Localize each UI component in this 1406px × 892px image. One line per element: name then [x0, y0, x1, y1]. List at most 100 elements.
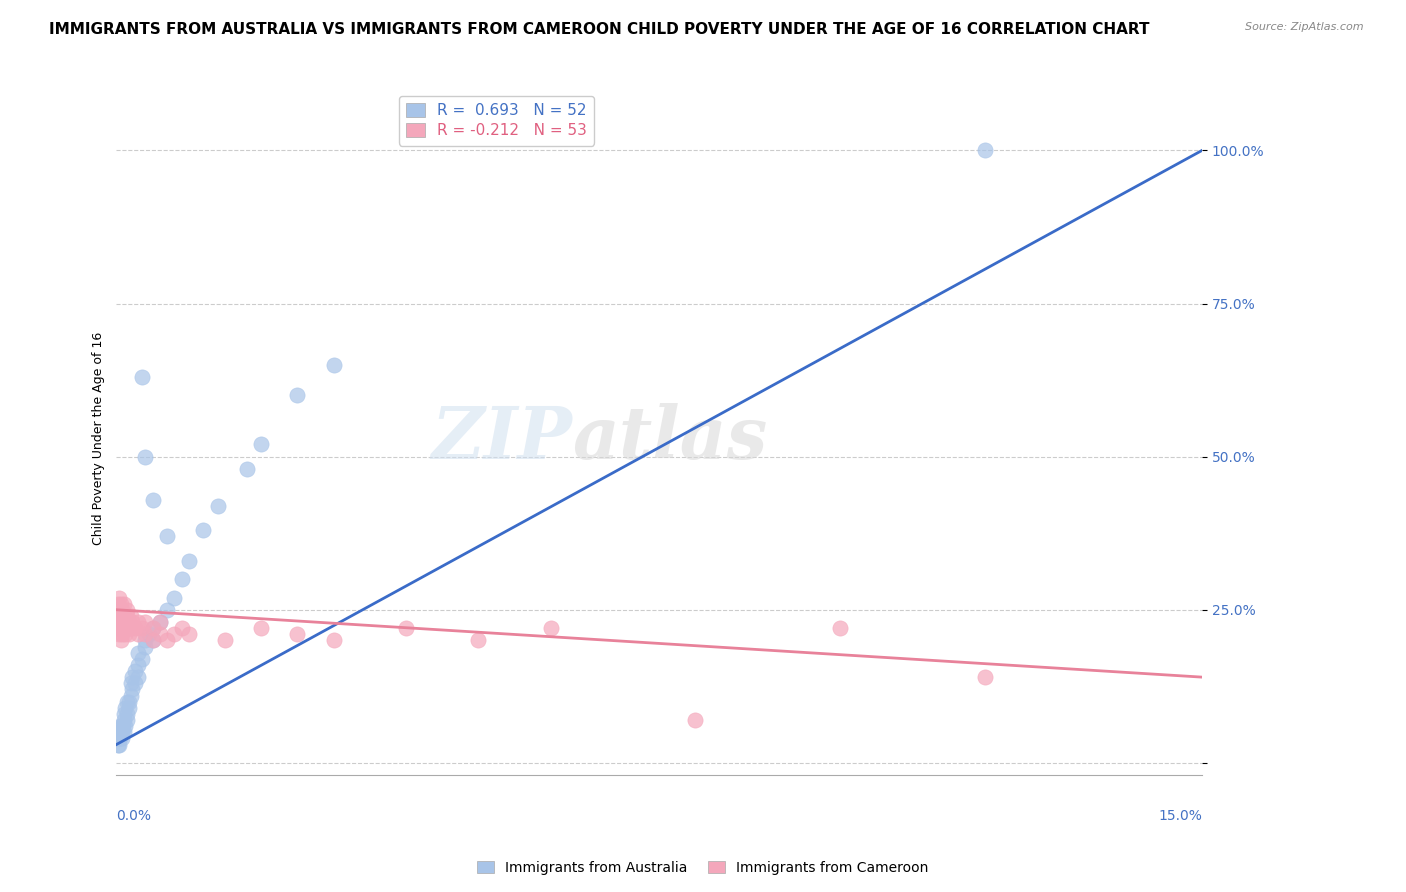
Point	[114, 627, 136, 641]
Point	[118, 615, 141, 629]
Point	[112, 621, 135, 635]
Point	[112, 713, 135, 727]
Point	[120, 621, 142, 635]
Point	[117, 706, 139, 721]
Point	[114, 615, 136, 629]
Point	[250, 437, 273, 451]
Text: IMMIGRANTS FROM AUSTRALIA VS IMMIGRANTS FROM CAMEROON CHILD POVERTY UNDER THE AG: IMMIGRANTS FROM AUSTRALIA VS IMMIGRANTS …	[49, 22, 1150, 37]
Point	[170, 621, 193, 635]
Point	[163, 627, 186, 641]
Point	[235, 462, 257, 476]
Point	[111, 615, 134, 629]
Point	[105, 608, 128, 623]
Text: ZIP: ZIP	[432, 403, 572, 474]
Point	[287, 388, 309, 402]
Point	[108, 621, 131, 635]
Legend: Immigrants from Australia, Immigrants from Cameroon: Immigrants from Australia, Immigrants fr…	[472, 855, 934, 880]
Point	[110, 608, 132, 623]
Point	[110, 725, 132, 739]
Point	[287, 627, 309, 641]
Point	[149, 615, 172, 629]
Point	[112, 706, 135, 721]
Point	[124, 621, 146, 635]
Point	[322, 358, 344, 372]
Point	[111, 719, 134, 733]
Legend: R =  0.693   N = 52, R = -0.212   N = 53: R = 0.693 N = 52, R = -0.212 N = 53	[398, 95, 595, 145]
Point	[127, 646, 149, 660]
Point	[110, 597, 132, 611]
Point	[138, 627, 160, 641]
Point	[395, 621, 418, 635]
Point	[156, 529, 179, 543]
Point	[120, 689, 142, 703]
Point	[142, 621, 165, 635]
Point	[134, 615, 156, 629]
Point	[830, 621, 852, 635]
Point	[149, 615, 172, 629]
Text: atlas: atlas	[572, 403, 768, 474]
Point	[112, 608, 135, 623]
Point	[142, 633, 165, 648]
Point	[131, 652, 153, 666]
Point	[177, 627, 200, 641]
Point	[108, 738, 131, 752]
Point	[108, 591, 131, 605]
Y-axis label: Child Poverty Under the Age of 16: Child Poverty Under the Age of 16	[93, 332, 105, 545]
Point	[214, 633, 236, 648]
Point	[322, 633, 344, 648]
Point	[112, 725, 135, 739]
Point	[110, 719, 132, 733]
Point	[112, 597, 135, 611]
Point	[107, 603, 129, 617]
Point	[111, 627, 134, 641]
Point	[163, 591, 186, 605]
Point	[170, 572, 193, 586]
Point	[127, 670, 149, 684]
Point	[540, 621, 562, 635]
Point	[110, 621, 132, 635]
Point	[134, 450, 156, 464]
Point	[118, 695, 141, 709]
Text: Source: ZipAtlas.com: Source: ZipAtlas.com	[1246, 22, 1364, 32]
Point	[111, 603, 134, 617]
Point	[118, 700, 141, 714]
Point	[117, 621, 139, 635]
Point	[120, 676, 142, 690]
Point	[131, 370, 153, 384]
Point	[127, 627, 149, 641]
Point	[107, 738, 129, 752]
Point	[127, 615, 149, 629]
Point	[114, 700, 136, 714]
Point	[149, 627, 172, 641]
Point	[107, 621, 129, 635]
Point	[142, 621, 165, 635]
Point	[118, 627, 141, 641]
Point	[117, 603, 139, 617]
Point	[107, 597, 129, 611]
Point	[193, 523, 215, 537]
Point	[108, 615, 131, 629]
Point	[114, 719, 136, 733]
Point	[115, 608, 138, 623]
Text: 15.0%: 15.0%	[1159, 809, 1202, 822]
Point	[177, 554, 200, 568]
Point	[110, 633, 132, 648]
Point	[108, 608, 131, 623]
Point	[156, 603, 179, 617]
Point	[110, 731, 132, 746]
Point	[131, 621, 153, 635]
Point	[142, 492, 165, 507]
Text: 0.0%: 0.0%	[117, 809, 152, 822]
Point	[127, 657, 149, 672]
Point	[134, 627, 156, 641]
Point	[134, 640, 156, 654]
Point	[134, 633, 156, 648]
Point	[121, 670, 143, 684]
Point	[107, 627, 129, 641]
Point	[121, 682, 143, 697]
Point	[111, 725, 134, 739]
Point	[117, 695, 139, 709]
Point	[974, 670, 997, 684]
Point	[124, 676, 146, 690]
Point	[115, 713, 138, 727]
